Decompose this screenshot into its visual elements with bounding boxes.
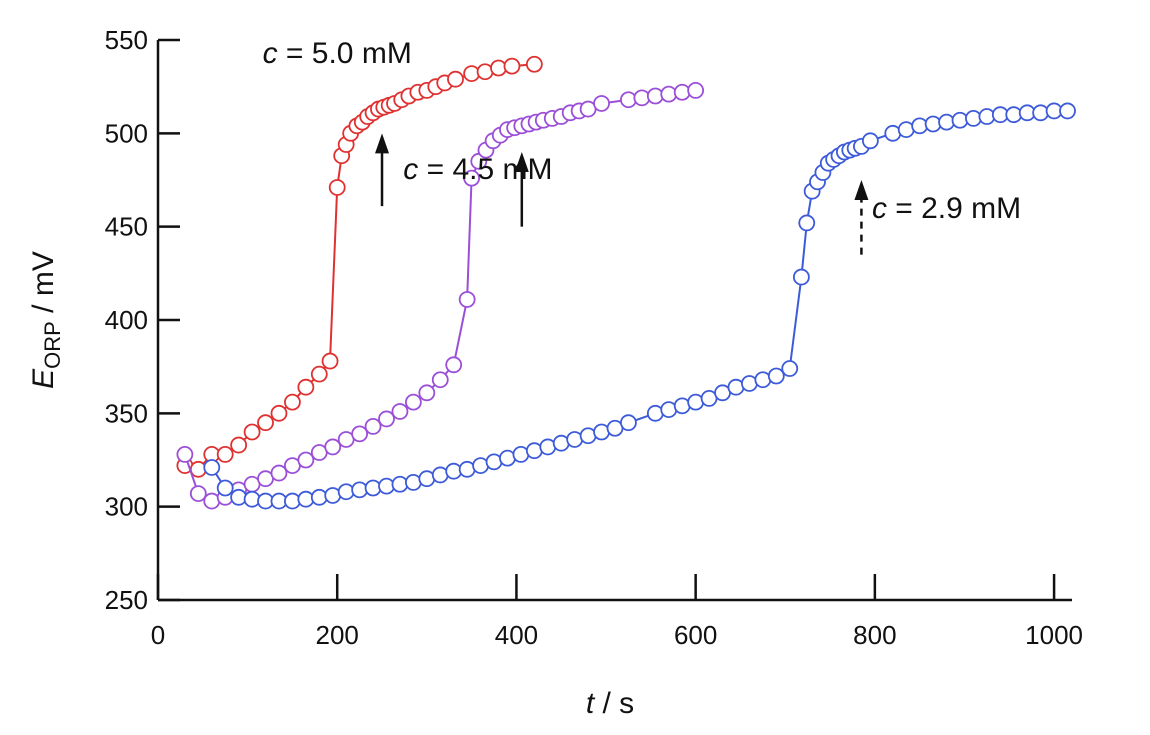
series-1 <box>176 55 543 478</box>
data-point <box>673 83 691 101</box>
axes: 0 200 400 600 800 1000 250 300 350 400 450 500 550 <box>105 25 1083 650</box>
x-tick-label: 200 <box>316 620 359 650</box>
data-point <box>189 485 207 503</box>
data-point <box>620 91 637 109</box>
x-tick-label: 0 <box>151 620 165 650</box>
y-tick-label: 450 <box>105 212 148 242</box>
data-point <box>310 488 328 506</box>
data-point <box>660 85 678 103</box>
data-point <box>404 393 422 411</box>
data-point <box>861 132 879 150</box>
x-axis-title: t / s <box>586 687 634 720</box>
data-point <box>337 483 355 501</box>
data-point <box>490 59 507 77</box>
data-point <box>270 404 288 422</box>
data-point <box>230 436 248 454</box>
data-point <box>633 89 651 107</box>
data-point <box>310 365 328 383</box>
data-point <box>364 479 382 497</box>
data-point <box>798 214 816 232</box>
data-point <box>687 82 705 99</box>
data-point <box>351 481 369 499</box>
x-tick-label: 400 <box>495 620 538 650</box>
data-point <box>391 403 409 420</box>
data-point <box>328 179 346 196</box>
series-layer <box>176 55 1076 510</box>
data-point <box>503 57 521 75</box>
data-point <box>938 113 955 131</box>
endpoint-arrow <box>375 133 390 207</box>
x-tick-label: 600 <box>674 620 717 650</box>
data-point <box>364 417 382 435</box>
data-point <box>458 291 476 308</box>
y-tick-label: 500 <box>105 118 148 148</box>
annotation-layer: c = 5.0 mM c = 4.5 mM c = 2.9 mM <box>263 37 1021 255</box>
data-point <box>378 410 395 428</box>
data-point <box>243 490 261 508</box>
data-point <box>230 488 248 506</box>
x-tick-label: 800 <box>853 620 896 650</box>
data-point <box>620 414 637 432</box>
data-point <box>257 414 274 432</box>
data-point <box>911 117 929 135</box>
data-point <box>378 477 395 495</box>
data-point <box>951 111 969 129</box>
data-point <box>447 70 464 88</box>
concentration-label: c = 4.5 mM <box>403 153 552 186</box>
y-tick-label: 300 <box>105 492 148 522</box>
data-point <box>297 490 315 508</box>
data-point <box>243 423 261 441</box>
data-point <box>297 451 315 469</box>
y-tick-label: 400 <box>105 305 148 335</box>
data-point <box>445 356 463 374</box>
data-point <box>463 65 481 82</box>
data-point <box>321 352 339 370</box>
data-point <box>593 95 610 112</box>
data-point <box>792 268 810 286</box>
data-point <box>525 55 543 73</box>
series-3 <box>203 102 1076 510</box>
data-point <box>978 108 996 125</box>
data-point <box>391 475 409 493</box>
concentration-label: c = 2.9 mM <box>872 192 1021 225</box>
data-point <box>924 115 942 133</box>
data-point <box>203 459 221 476</box>
x-tick-label: 1000 <box>1025 620 1083 650</box>
data-point <box>284 393 301 411</box>
data-point <box>781 360 799 377</box>
concentration-label: c = 5.0 mM <box>263 37 412 70</box>
data-point <box>270 464 288 482</box>
y-tick-label: 550 <box>105 25 148 55</box>
y-tick-label: 250 <box>105 585 148 615</box>
data-point <box>1059 102 1076 120</box>
data-point <box>216 479 234 497</box>
data-point <box>189 460 207 478</box>
data-point <box>1032 104 1050 122</box>
data-point <box>965 110 982 127</box>
data-point <box>297 378 315 396</box>
y-tick-label: 350 <box>105 398 148 428</box>
endpoint-arrow <box>514 152 529 227</box>
data-point <box>445 462 463 480</box>
data-point <box>284 492 301 510</box>
data-point <box>431 371 449 389</box>
endpoint-arrow <box>854 180 869 255</box>
data-point <box>418 384 436 402</box>
data-point <box>324 438 342 456</box>
data-point <box>176 445 194 463</box>
data-point <box>767 367 785 385</box>
data-point <box>463 169 481 187</box>
y-axis-title: EORP / mV <box>27 251 65 389</box>
data-point <box>1005 106 1023 124</box>
data-point <box>216 445 234 463</box>
data-point <box>646 87 664 105</box>
data-point <box>351 425 369 443</box>
series-2 <box>176 82 705 510</box>
